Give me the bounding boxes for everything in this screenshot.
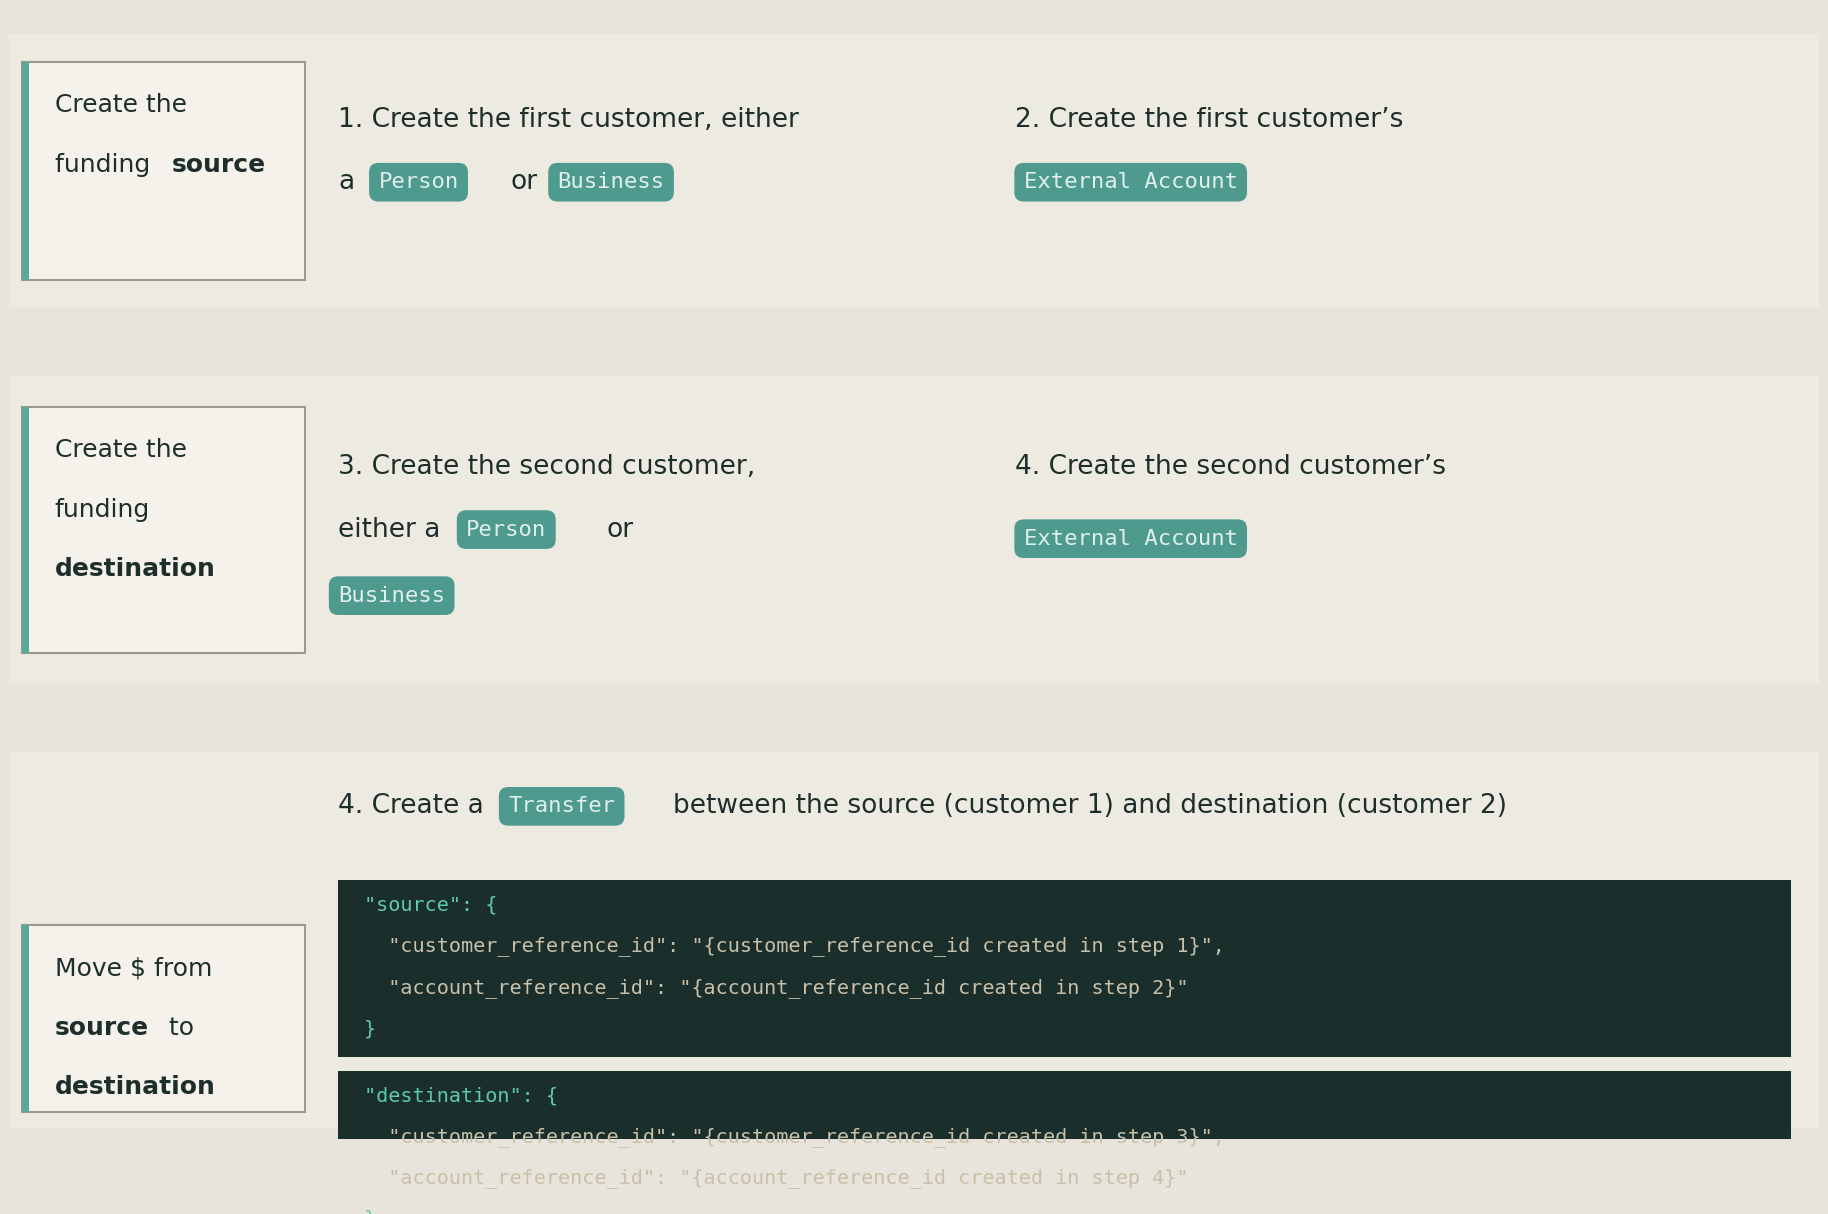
Text: External Account: External Account <box>1024 529 1238 549</box>
Text: External Account: External Account <box>1024 172 1238 192</box>
FancyBboxPatch shape <box>22 407 29 653</box>
Text: funding: funding <box>55 498 150 522</box>
FancyBboxPatch shape <box>22 62 305 280</box>
Text: Business: Business <box>558 172 665 192</box>
FancyBboxPatch shape <box>338 1071 1791 1214</box>
Text: either a: either a <box>338 517 441 543</box>
FancyBboxPatch shape <box>338 880 1791 1057</box>
FancyBboxPatch shape <box>9 376 1819 683</box>
Text: Create the: Create the <box>55 438 186 463</box>
Text: 4. Create a: 4. Create a <box>338 794 484 819</box>
FancyBboxPatch shape <box>22 925 29 1112</box>
Text: Create the: Create the <box>55 93 186 118</box>
Text: 3. Create the second customer,: 3. Create the second customer, <box>338 454 755 480</box>
FancyBboxPatch shape <box>22 925 305 1112</box>
Text: 2. Create the first customer’s: 2. Create the first customer’s <box>1015 107 1402 132</box>
Text: Person: Person <box>466 520 547 539</box>
FancyBboxPatch shape <box>9 751 1819 1128</box>
Text: destination: destination <box>55 1074 216 1099</box>
Text: or: or <box>510 169 537 195</box>
FancyBboxPatch shape <box>22 62 29 280</box>
Text: }: } <box>364 1209 377 1214</box>
FancyBboxPatch shape <box>22 407 305 653</box>
Text: 4. Create the second customer’s: 4. Create the second customer’s <box>1015 454 1446 480</box>
FancyBboxPatch shape <box>9 34 1819 307</box>
Text: Move $ from: Move $ from <box>55 957 212 981</box>
Text: destination: destination <box>55 557 216 582</box>
Text: a: a <box>338 169 355 195</box>
Text: between the source (customer 1) and destination (customer 2): between the source (customer 1) and dest… <box>673 794 1506 819</box>
Text: to: to <box>161 1016 194 1039</box>
Text: funding: funding <box>55 153 157 176</box>
Text: Transfer: Transfer <box>508 796 616 816</box>
Text: or: or <box>607 517 634 543</box>
Text: "source": {: "source": { <box>364 896 497 915</box>
Text: "customer_reference_id": "{customer_reference_id created in step 3}",: "customer_reference_id": "{customer_refe… <box>364 1127 1225 1147</box>
Text: "account_reference_id": "{account_reference_id created in step 2}": "account_reference_id": "{account_refere… <box>364 977 1188 998</box>
Text: source: source <box>55 1016 148 1039</box>
Text: }: } <box>364 1019 377 1038</box>
Text: source: source <box>172 153 265 176</box>
Text: "customer_reference_id": "{customer_reference_id created in step 1}",: "customer_reference_id": "{customer_refe… <box>364 936 1225 957</box>
Text: 1. Create the first customer, either: 1. Create the first customer, either <box>338 107 799 132</box>
Text: Person: Person <box>378 172 459 192</box>
Text: "account_reference_id": "{account_reference_id created in step 4}": "account_reference_id": "{account_refere… <box>364 1168 1188 1187</box>
Text: "destination": {: "destination": { <box>364 1087 558 1105</box>
Text: Business: Business <box>338 585 446 606</box>
